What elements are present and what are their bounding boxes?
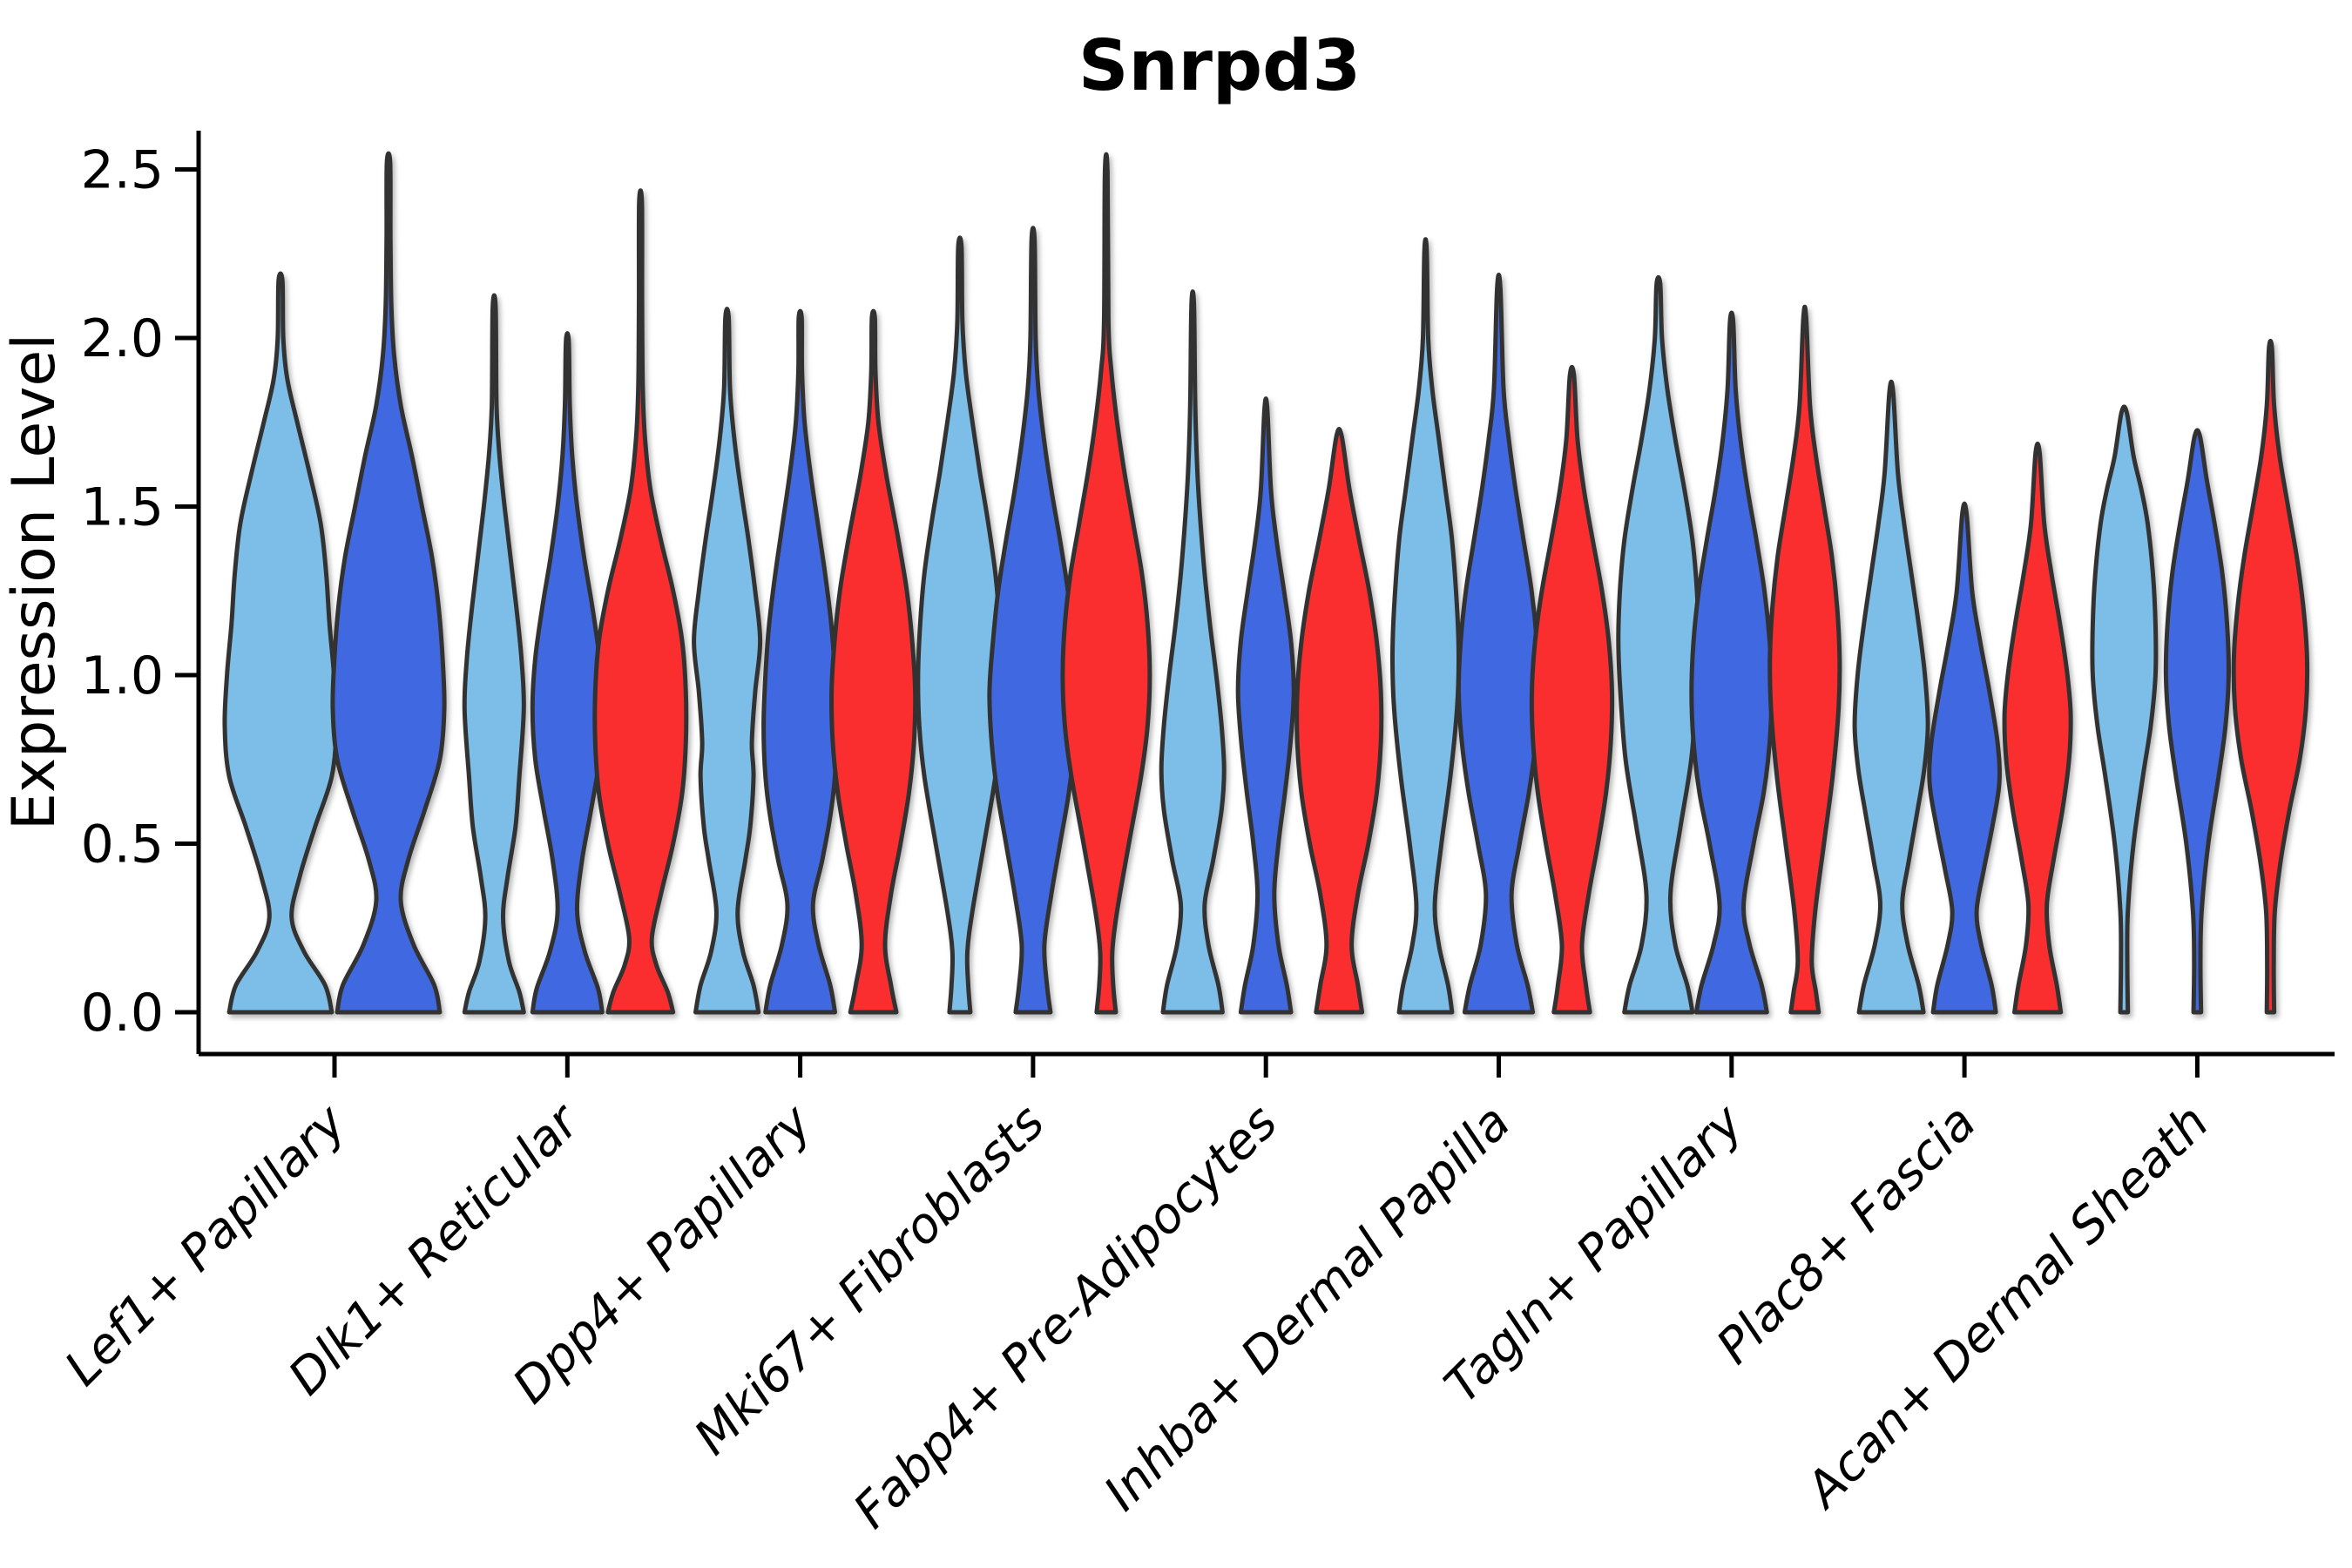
violin-6-1 bbox=[1390, 237, 1461, 1015]
violin-3-2 bbox=[761, 308, 840, 1015]
y-axis-label: Expression Level bbox=[0, 334, 69, 830]
violin-group-6 bbox=[1390, 237, 1615, 1015]
violin-2-1 bbox=[462, 293, 526, 1015]
violin-9-2 bbox=[2163, 428, 2231, 1015]
violin-5-3 bbox=[1294, 426, 1384, 1015]
y-tick-label: 0.0 bbox=[81, 983, 164, 1044]
violin-3-1 bbox=[692, 307, 763, 1015]
violin-2-2 bbox=[530, 331, 605, 1015]
violin-group-3 bbox=[692, 307, 918, 1015]
axes bbox=[175, 131, 2335, 1078]
violin-8-3 bbox=[2002, 441, 2073, 1015]
violin-7-3 bbox=[1767, 304, 1842, 1015]
plot-title: Snrpd3 bbox=[1078, 25, 1361, 106]
x-tick-label: Inhba+ Dermal Papilla bbox=[1093, 1094, 1521, 1522]
violin-group-2 bbox=[462, 188, 689, 1015]
violin-6-3 bbox=[1529, 364, 1615, 1015]
violin-group-4 bbox=[916, 152, 1152, 1015]
violin-1-2 bbox=[330, 151, 447, 1015]
violin-9-1 bbox=[2090, 404, 2159, 1015]
violins bbox=[222, 151, 2310, 1015]
violin-8-2 bbox=[1927, 501, 2002, 1015]
x-tick-label: Fabp4+ Pre-Adipocytes bbox=[843, 1094, 1288, 1539]
y-tick-label: 2.5 bbox=[81, 140, 164, 201]
violin-7-1 bbox=[1616, 274, 1701, 1015]
y-tick-label: 1.0 bbox=[81, 645, 164, 706]
violin-7-2 bbox=[1689, 310, 1774, 1015]
x-tick-label: Acan+ Dermal Sheath bbox=[1794, 1094, 2220, 1520]
violin-2-3 bbox=[592, 188, 689, 1015]
violin-4-3 bbox=[1060, 152, 1152, 1015]
violin-group-1 bbox=[222, 151, 447, 1015]
violin-group-5 bbox=[1159, 289, 1384, 1015]
violin-5-2 bbox=[1235, 396, 1296, 1015]
violin-group-7 bbox=[1616, 274, 1842, 1015]
violin-8-1 bbox=[1852, 379, 1930, 1015]
violin-1-1 bbox=[222, 271, 339, 1015]
violin-5-1 bbox=[1159, 289, 1227, 1015]
y-tick-label: 2.0 bbox=[81, 308, 164, 369]
violin-4-1 bbox=[916, 235, 1004, 1015]
y-tick-label: 1.5 bbox=[81, 477, 164, 538]
violin-9-3 bbox=[2231, 338, 2310, 1015]
violin-group-8 bbox=[1852, 379, 2073, 1015]
violin-group-9 bbox=[2090, 338, 2310, 1015]
violin-3-3 bbox=[829, 308, 918, 1015]
violin-6-2 bbox=[1456, 272, 1542, 1015]
y-tick-label: 0.5 bbox=[81, 814, 164, 875]
